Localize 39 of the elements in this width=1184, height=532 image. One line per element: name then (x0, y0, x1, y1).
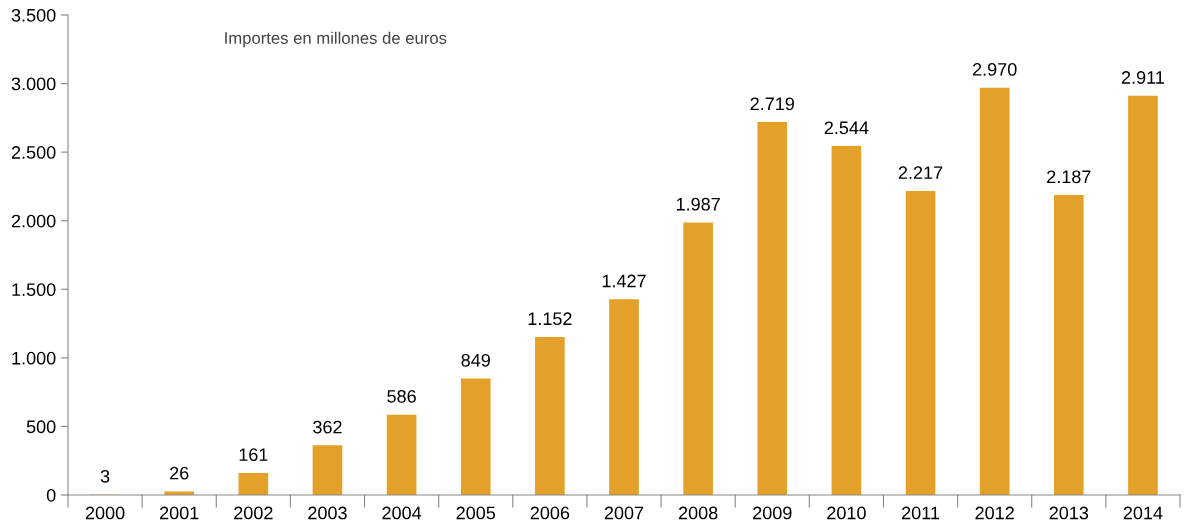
y-tick-label: 1.500 (12, 283, 56, 297)
y-tick-label: 2.000 (11, 214, 56, 228)
y-tick-label: 500 (26, 420, 56, 434)
y-tick-label: 3.500 (11, 8, 56, 22)
x-tick-label: 2013 (1049, 506, 1089, 520)
y-tick-label: 1.000 (12, 351, 56, 365)
x-tick-label: 2009 (753, 506, 792, 520)
data-label: 2.217 (898, 166, 943, 179)
x-tick-label: 2014 (1123, 506, 1163, 520)
data-label: 2.544 (824, 121, 869, 135)
annotation: Importes en millones de euros (225, 31, 447, 48)
data-label: 26 (170, 466, 189, 480)
y-tick-label: 2.500 (11, 146, 56, 159)
x-tick-label: 2003 (308, 506, 347, 520)
data-label: 2.970 (972, 63, 1017, 76)
x-tick-label: 2000 (85, 506, 125, 520)
data-label: 3 (100, 469, 110, 483)
data-label: 1.152 (528, 312, 572, 326)
data-label: 1.427 (602, 274, 646, 288)
x-tick-label: 2006 (530, 506, 570, 520)
data-label: 586 (387, 389, 416, 403)
x-tick-label: 2002 (234, 506, 273, 520)
data-label: 362 (313, 420, 342, 434)
data-label: 2.911 (1121, 71, 1164, 84)
x-tick-label: 2001 (160, 506, 199, 520)
data-label: 2.187 (1047, 170, 1091, 184)
x-tick-label: 2004 (382, 506, 422, 520)
x-tick-label: 2005 (456, 506, 496, 520)
y-tick-label: 0 (46, 488, 56, 502)
data-label: 161 (239, 448, 268, 462)
data-label: 1.987 (676, 197, 720, 211)
x-tick-label: 2008 (678, 506, 718, 520)
data-label: 849 (461, 353, 490, 367)
x-tick-label: 2012 (975, 506, 1014, 520)
x-tick-label: 2011 (902, 506, 940, 520)
x-tick-label: 2010 (827, 506, 866, 520)
y-tick-label: 3.000 (11, 77, 56, 91)
x-tick-label: 2007 (604, 506, 644, 520)
data-label: 2.719 (750, 97, 794, 111)
